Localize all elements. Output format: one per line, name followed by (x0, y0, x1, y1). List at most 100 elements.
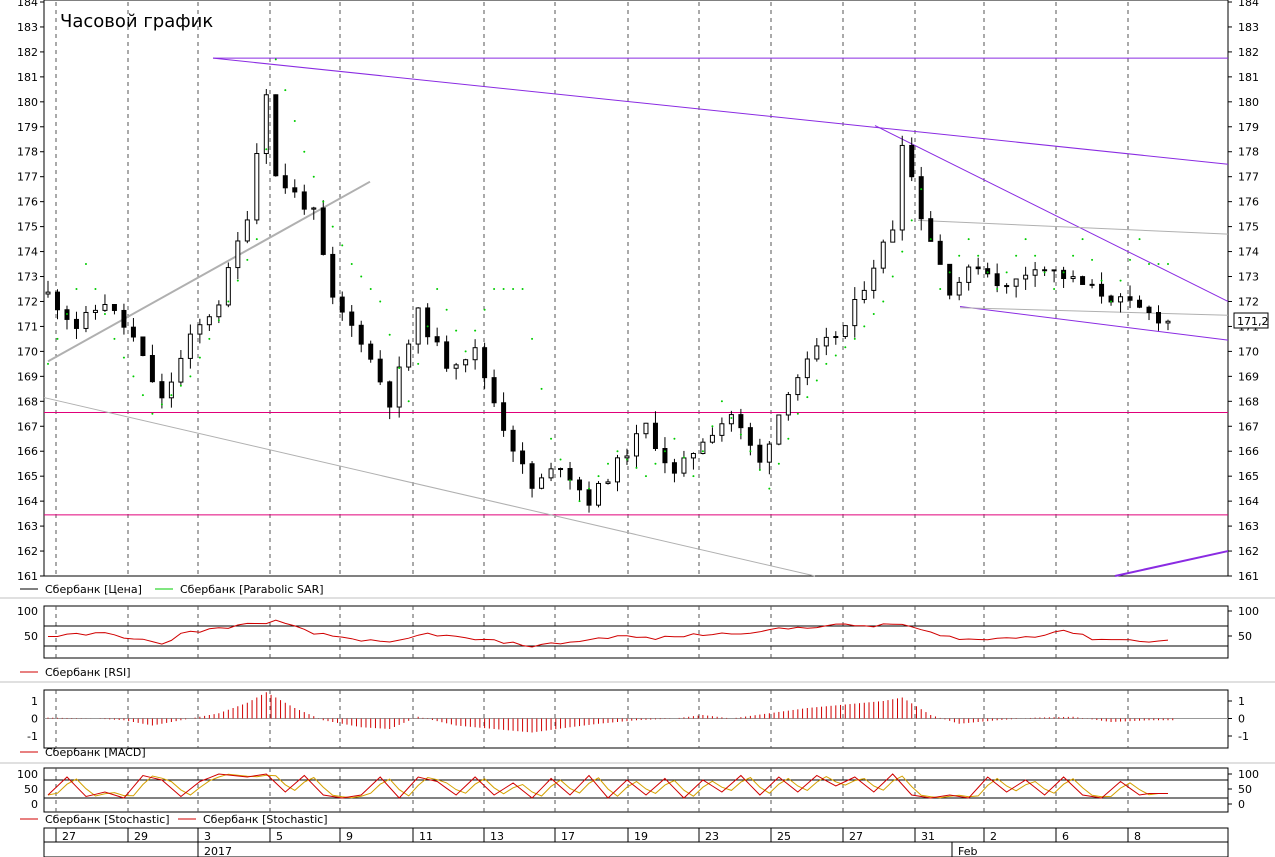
legend-macd: Сбербанк [MACD] (45, 746, 146, 759)
last-price-label: 171,2 (1237, 315, 1269, 328)
sar-point (701, 450, 704, 453)
candle-body (463, 359, 469, 366)
sar-point (777, 462, 780, 465)
candle-body (700, 441, 706, 455)
sar-point (312, 175, 315, 178)
y-tick-label: 181 (1238, 71, 1259, 84)
candle-body (1118, 296, 1124, 303)
sar-point (644, 475, 647, 478)
date-label: 31 (921, 830, 935, 843)
sar-point (189, 375, 192, 378)
y-tick-label: 163 (1238, 520, 1259, 533)
sar-point (929, 238, 932, 241)
y-tick-label: 173 (17, 271, 38, 284)
candle-body (1156, 311, 1162, 324)
y-tick-label: 175 (17, 221, 38, 234)
legend-stoch-2: Сбербанк [Stochastic] (203, 813, 328, 826)
month-label: 2017 (204, 845, 232, 857)
sar-point (569, 479, 572, 482)
sar-point (578, 500, 581, 503)
candle-body (757, 444, 763, 463)
month-label: Feb (958, 845, 977, 857)
y-tick-label: 164 (1238, 495, 1259, 508)
candle-body (482, 347, 488, 379)
candle-body (121, 309, 127, 328)
y-tick-label: 172 (17, 295, 38, 308)
sar-point (673, 437, 676, 440)
sar-point (331, 225, 334, 228)
y-tick-label: 169 (1238, 370, 1259, 383)
sar-point (521, 288, 524, 290)
candle-body (149, 354, 155, 383)
sar-point (910, 219, 913, 222)
candle-body (804, 358, 810, 379)
date-label: 5 (276, 830, 283, 843)
sar-point (1015, 254, 1018, 257)
indicator-layer (47, 619, 1174, 799)
y-tick-label: 179 (1238, 121, 1259, 134)
sar-point (493, 288, 496, 290)
date-label: 23 (705, 830, 719, 843)
candle-body (510, 429, 516, 452)
y-tick-label: 179 (17, 121, 38, 134)
price-layer (43, 57, 1229, 577)
sar-point (825, 362, 828, 365)
sar-point (986, 271, 989, 274)
candle-body (292, 187, 298, 193)
candle-body (263, 94, 269, 155)
sar-point (692, 475, 695, 478)
sar-point (834, 354, 837, 357)
candle-body (349, 311, 355, 326)
sar-point (407, 400, 410, 403)
candle-body (453, 364, 459, 369)
candle-body (823, 336, 829, 347)
sar-point (559, 458, 562, 461)
y-tick-label: 170 (1238, 345, 1259, 358)
candle-body (852, 299, 858, 327)
candle-body (282, 175, 288, 189)
y-tick-label: 174 (17, 246, 38, 259)
candle-body (671, 462, 677, 474)
ind-tick-label: 0 (31, 798, 38, 811)
sar-point (132, 375, 135, 378)
sar-point (1062, 271, 1065, 274)
sar-point (872, 312, 875, 315)
sar-point (531, 337, 534, 340)
stoch-line (47, 773, 1168, 799)
sar-point (768, 487, 771, 490)
ind-tick-label: 50 (24, 783, 38, 796)
ind-tick-label: 100 (17, 605, 38, 618)
sar-point (882, 300, 885, 303)
sar-point (75, 288, 78, 290)
ind-tick-label: -1 (27, 730, 38, 743)
date-label: 29 (134, 830, 148, 843)
candle-body (197, 324, 203, 335)
date-label: 2 (990, 830, 997, 843)
channel-lower-line (959, 305, 1229, 341)
sar-point (967, 238, 970, 241)
candle-body (45, 291, 51, 295)
candle-body (558, 468, 564, 471)
candle-body (1127, 296, 1133, 301)
candle-body (652, 422, 658, 450)
date-label: 27 (849, 830, 863, 843)
y-tick-label: 174 (1238, 246, 1259, 259)
sar-point (550, 437, 553, 440)
sar-point (891, 275, 894, 278)
sar-point (635, 466, 638, 469)
candle-body (833, 336, 839, 339)
price-panel-frame (43, 0, 1229, 577)
candle-body (1165, 320, 1171, 324)
ind-tick-label: 50 (1238, 630, 1252, 643)
sar-point (1091, 258, 1094, 261)
date-label: 9 (346, 830, 353, 843)
y-tick-label: 171 (17, 320, 38, 333)
candle-body (140, 336, 146, 356)
sar-point (958, 254, 961, 257)
chart-title: Часовой график (60, 11, 213, 32)
y-tick-label: 178 (1238, 146, 1259, 159)
sar-point (920, 188, 923, 191)
y-tick-label: 166 (17, 445, 38, 458)
y-tick-label: 161 (1238, 570, 1259, 583)
sar-point (426, 325, 429, 328)
